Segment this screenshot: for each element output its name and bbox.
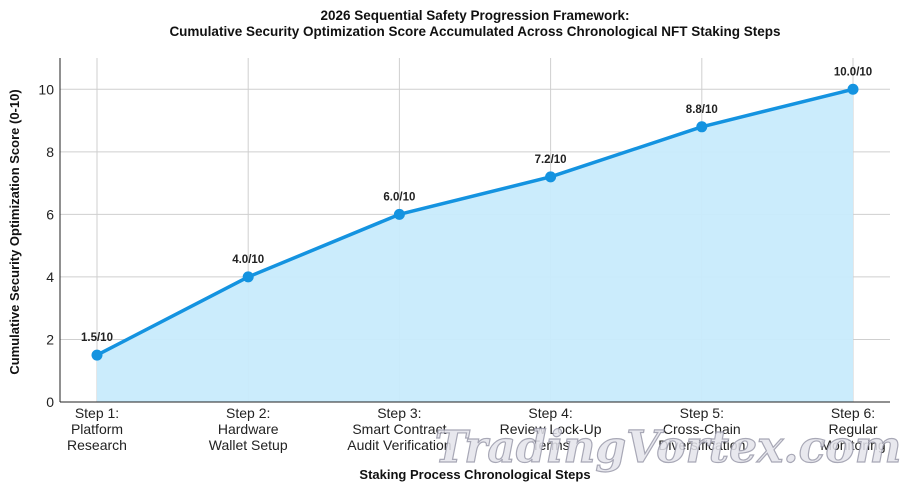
- x-tick-label: Step 5: Cross-Chain Diversification: [658, 405, 745, 453]
- chart-title: 2026 Sequential Safety Progression Frame…: [320, 8, 629, 23]
- x-tick-label: Step 4: Review Lock-Up Terms: [500, 405, 602, 453]
- x-tick-label: Step 2: Hardware Wallet Setup: [209, 405, 288, 453]
- chart-subtitle: Cumulative Security Optimization Score A…: [169, 24, 780, 39]
- x-tick-label-line: Audit Verification: [347, 437, 451, 453]
- data-labels: 1.5/10 4.0/10 6.0/10 7.2/10 8.8/10 10.0/10: [81, 66, 872, 344]
- y-tick-label: 4: [46, 269, 54, 285]
- data-label: 8.8/10: [686, 104, 718, 116]
- data-label: 6.0/10: [383, 191, 415, 203]
- data-label: 4.0/10: [232, 254, 264, 266]
- y-tick-label: 2: [46, 331, 54, 347]
- data-label: 10.0/10: [834, 66, 872, 78]
- data-point: [242, 271, 254, 283]
- x-tick-label-line: Step 4:: [528, 405, 572, 421]
- y-tick-label: 0: [46, 394, 54, 410]
- x-tick-label: Step 1: Platform Research: [67, 405, 127, 453]
- x-tick-label-line: Regular: [828, 421, 877, 437]
- data-point: [393, 208, 405, 220]
- x-tick-label-line: Step 5:: [680, 405, 724, 421]
- watermark: TradingVortex.com: [435, 422, 900, 473]
- x-tick-label: Step 3: Smart Contract Audit Verification: [347, 405, 451, 453]
- y-axis-label: Cumulative Security Optimization Score (…: [7, 89, 22, 374]
- x-tick-label-line: Hardware: [218, 421, 279, 437]
- x-tick-label-line: Diversification: [658, 437, 745, 453]
- x-tick-label-line: Step 6:: [831, 405, 875, 421]
- data-point: [91, 349, 103, 361]
- x-tick-label-line: Platform: [71, 421, 123, 437]
- x-tick-label-line: Smart Contract: [352, 421, 446, 437]
- data-point: [545, 171, 557, 183]
- x-tick-label-line: Research: [67, 437, 127, 453]
- x-tick-label-line: Cross-Chain: [663, 421, 741, 437]
- x-tick-label-line: Monitoring: [820, 437, 885, 453]
- data-point: [847, 83, 859, 95]
- y-tick-label: 6: [46, 206, 54, 222]
- area-fill-layer: [97, 89, 853, 402]
- x-tick-label-line: Review Lock-Up: [500, 421, 602, 437]
- area-fill: [97, 89, 853, 402]
- x-tick-label-line: Step 2:: [226, 405, 270, 421]
- y-tick-labels: 0 2 4 6 8 10: [38, 81, 54, 410]
- markers: [91, 83, 859, 361]
- series-line-layer: [95, 87, 855, 357]
- x-tick-label-line: Step 3:: [377, 405, 421, 421]
- data-point: [696, 121, 708, 133]
- data-label: 7.2/10: [535, 154, 567, 166]
- y-tick-label: 8: [46, 144, 54, 160]
- data-label: 1.5/10: [81, 332, 113, 344]
- x-tick-labels: Step 1: Platform Research Step 2: Hardware Wa…: [67, 405, 886, 453]
- series-line: [95, 87, 855, 357]
- x-axis-label: Staking Process Chronological Steps: [359, 467, 590, 482]
- x-tick-label-line: Wallet Setup: [209, 437, 288, 453]
- x-tick-label-line: Step 1:: [75, 405, 119, 421]
- axes: [59, 58, 890, 403]
- y-tick-label: 10: [38, 81, 54, 97]
- x-tick-label-line: Terms: [532, 437, 570, 453]
- x-tick-label: Step 6: Regular Monitoring: [820, 405, 885, 453]
